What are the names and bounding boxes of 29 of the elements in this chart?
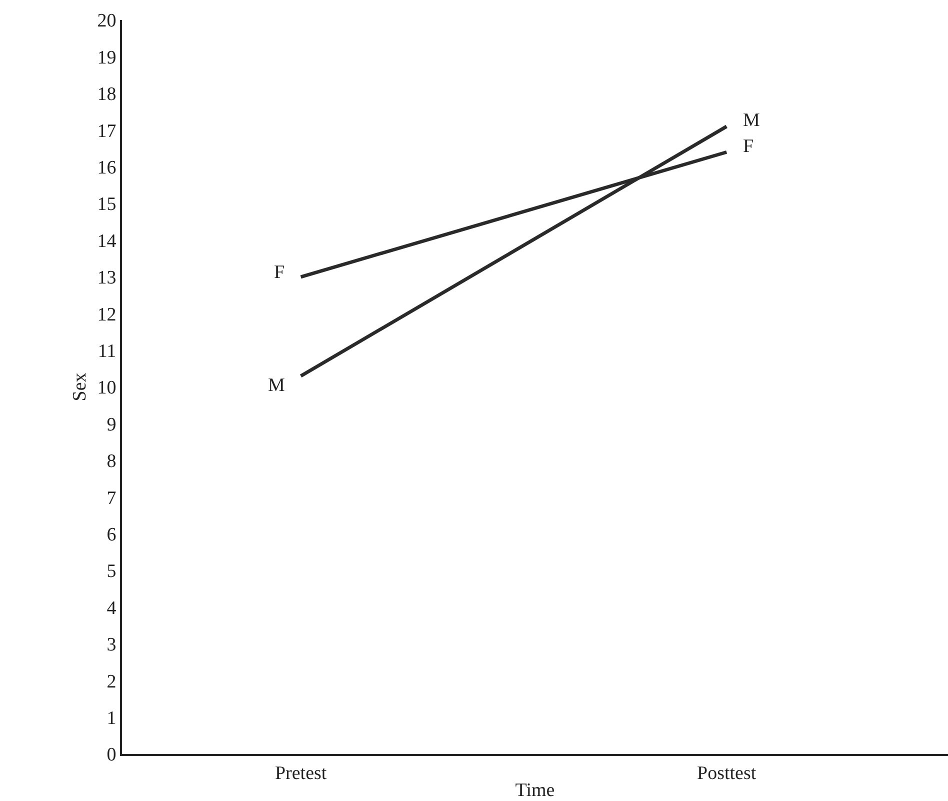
y-tick-label: 20 [97, 10, 116, 32]
y-tick-label: 2 [106, 671, 116, 692]
y-tick-label: 14 [97, 230, 117, 252]
y-tick-label: 10 [97, 378, 116, 399]
text: F [743, 136, 754, 157]
x-axis-title: Time [515, 780, 555, 801]
y-tick-label: 3 [106, 634, 116, 656]
series-label: M [268, 375, 285, 396]
x-tick-label: Posttest [697, 762, 757, 784]
text: M [743, 110, 760, 131]
y-tick-label: 7 [106, 488, 116, 509]
y-axis-title: Sex [70, 372, 91, 402]
y-tick-label: 0 [106, 744, 116, 766]
y-tick-label: 13 [97, 268, 116, 289]
y-tick-label: 15 [97, 194, 116, 216]
y-tick-label: 19 [97, 47, 116, 68]
y-tick-label: 11 [98, 340, 116, 362]
series-label: F [274, 262, 285, 283]
y-tick-label: 4 [106, 598, 117, 619]
y-tick-label: 5 [106, 561, 116, 582]
y-tick-label: 12 [97, 304, 116, 326]
x-tick-label: Pretest [274, 762, 328, 784]
y-tick-label: 16 [97, 157, 116, 178]
y-tick-label: 6 [106, 524, 116, 546]
y-tick-label: 18 [97, 84, 116, 106]
y-tick-label: 17 [97, 120, 116, 142]
y-tick-label: 9 [106, 414, 116, 436]
y-tick-label: 1 [106, 708, 116, 729]
y-tick-label: 8 [106, 451, 116, 472]
